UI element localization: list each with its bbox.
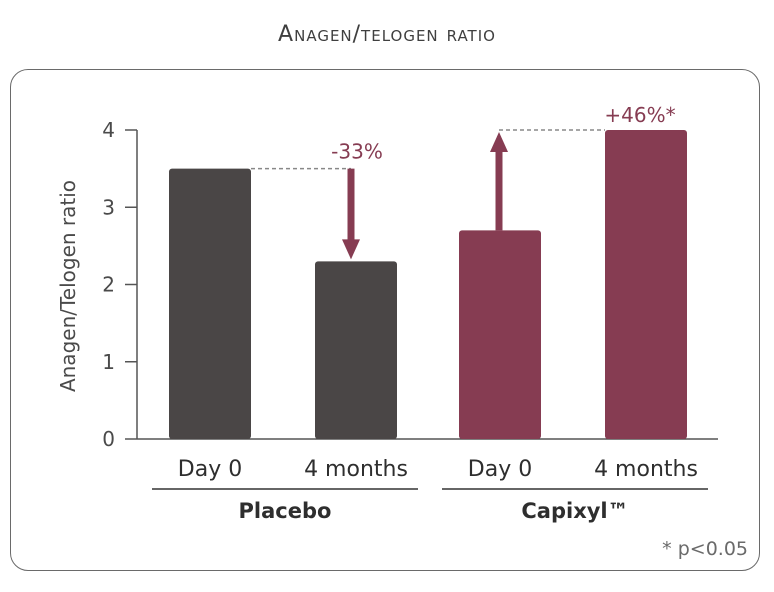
bar — [605, 130, 687, 439]
y-tick-label: 3 — [102, 195, 115, 219]
change-arrow-head — [342, 239, 360, 260]
category-label: Day 0 — [468, 457, 532, 482]
y-tick-label: 4 — [102, 118, 115, 142]
change-label: -33% — [331, 140, 383, 164]
category-label: 4 months — [594, 457, 698, 482]
group-label: Placebo — [239, 499, 332, 523]
y-tick-label: 2 — [102, 273, 115, 297]
change-label: +46%* — [604, 103, 675, 127]
chart-title: Anagen/telogen ratio — [278, 22, 496, 47]
group-label: Capixyl™ — [521, 499, 628, 523]
category-label: Day 0 — [178, 457, 242, 482]
category-label: 4 months — [304, 457, 408, 482]
y-axis-label: Anagen/Telogen ratio — [56, 180, 80, 392]
change-arrow-head — [490, 132, 508, 152]
footnote: * p<0.05 — [662, 538, 748, 560]
chart-frame — [10, 69, 760, 571]
bar — [169, 168, 251, 439]
bar — [315, 261, 397, 439]
bar — [459, 230, 541, 439]
y-tick-label: 1 — [102, 350, 115, 374]
y-tick-label: 0 — [102, 427, 115, 451]
